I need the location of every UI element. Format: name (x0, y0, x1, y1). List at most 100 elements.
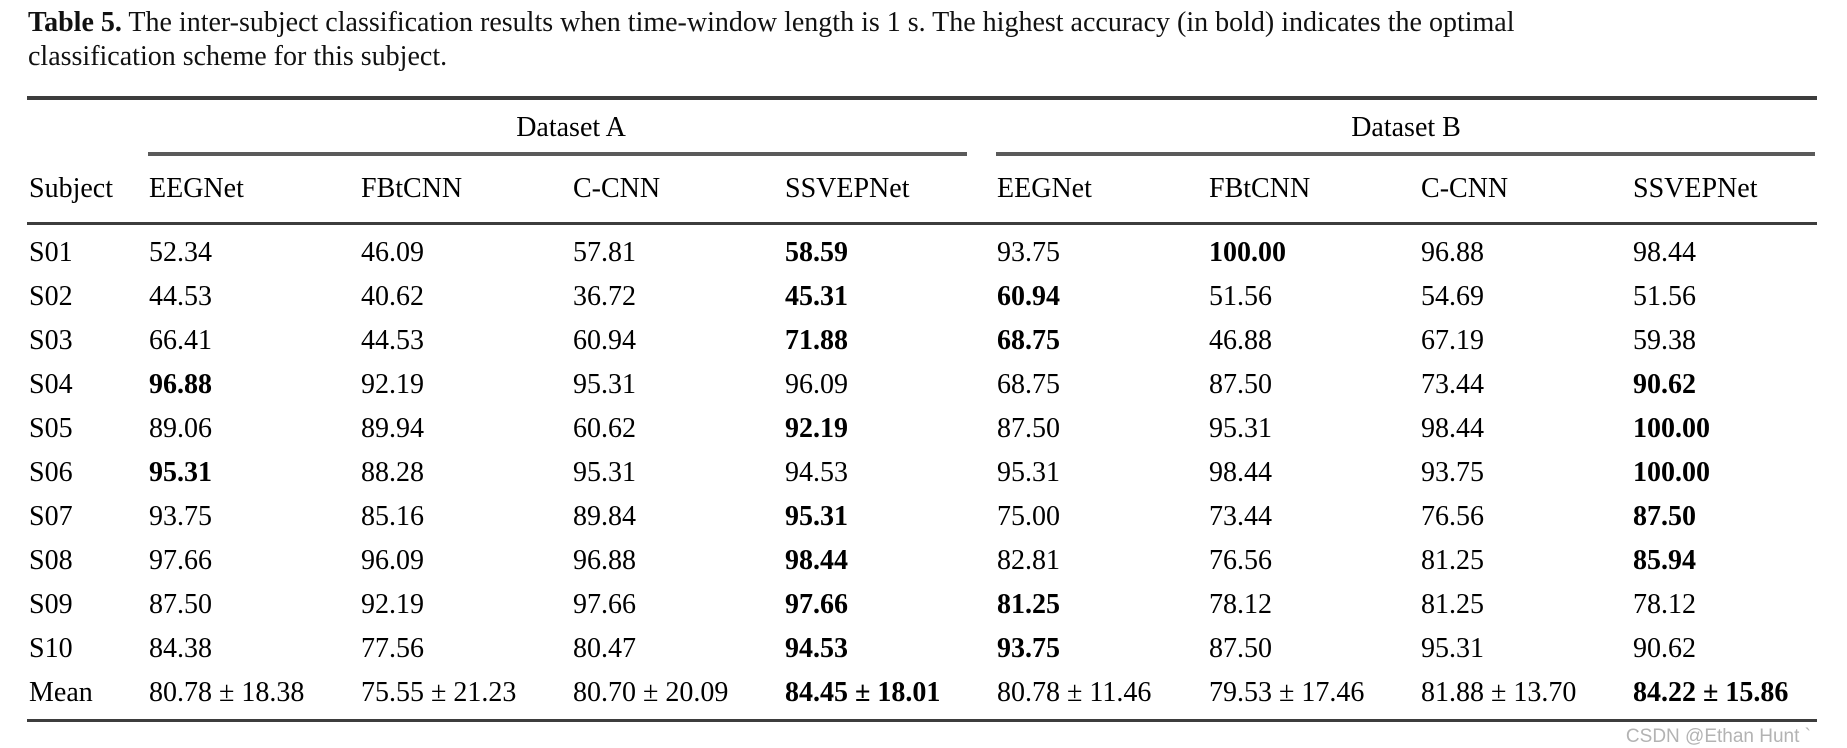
column-header-fbtcnn-a: FBtCNN (359, 156, 571, 225)
group-header-spacer (27, 98, 147, 156)
column-header-row: Subject EEGNet FBtCNN C-CNN SSVEPNet EEG… (27, 156, 1818, 225)
value-cell: 80.70 ± 20.09 (571, 671, 783, 722)
group-header-dataset-a: Dataset A (147, 98, 995, 156)
value-cell: 45.31 (785, 281, 848, 312)
value-cell: 36.72 (573, 281, 636, 312)
value-cell: 92.19 (361, 589, 424, 620)
value-cell: 46.88 (1209, 325, 1273, 356)
value-cell: 95.31 (149, 457, 212, 488)
value-cell: 68.75 (997, 325, 1061, 356)
table-row: S07 93.75 85.16 89.84 95.31 75.00 73.44 76.56 87… (27, 495, 1817, 539)
table-row: S03 66.41 44.53 60.94 71.88 68.75 46.88 67.19 59… (27, 319, 1817, 363)
table-row: S05 89.06 89.94 60.62 92.19 87.50 95.31 98.44 10… (27, 407, 1817, 451)
table-row: S10 84.38 77.56 80.47 94.53 93.75 87.50 95.31 90… (27, 627, 1817, 671)
value-cell: 80.78 ± 18.38 (147, 671, 359, 722)
value-cell: 60.94 (573, 325, 636, 356)
value-cell: 85.16 (361, 501, 424, 532)
table-caption: Table 5. The inter-subject classificatio… (28, 6, 1817, 74)
table-row: S01 52.34 46.09 57.81 58.59 93.75 100.00 96.88 9… (27, 224, 1817, 276)
group-header-row: Dataset A Dataset B (27, 98, 1817, 156)
table-row: S09 87.50 92.19 97.66 97.66 81.25 78.12 81.25 78… (27, 583, 1817, 627)
value-cell: 97.66 (149, 545, 212, 576)
value-cell: 95.31 (1209, 413, 1273, 444)
value-cell: 94.53 (785, 457, 848, 488)
value-cell: 79.53 ± 17.46 (1207, 671, 1420, 722)
value-cell: 80.47 (573, 633, 636, 664)
value-cell: 98.44 (1421, 413, 1485, 444)
value-cell: 93.75 (997, 633, 1061, 664)
value-cell: 95.31 (997, 457, 1061, 488)
column-header-subject: Subject (27, 156, 147, 225)
group-header-dataset-b: Dataset B (995, 98, 1817, 156)
table-row: S02 44.53 40.62 36.72 45.31 60.94 51.56 54.69 51… (27, 275, 1817, 319)
value-cell: 95.31 (785, 501, 848, 532)
value-cell: 81.25 (1421, 545, 1485, 576)
value-cell: 51.56 (1209, 281, 1273, 312)
value-cell: 81.25 (1421, 589, 1485, 620)
value-cell: 75.00 (997, 501, 1061, 532)
value-cell: 58.59 (785, 237, 848, 268)
table-row: S04 96.88 92.19 95.31 96.09 68.75 87.50 73.44 90… (27, 363, 1817, 407)
value-cell: 97.66 (785, 589, 848, 620)
column-header-ccnn-a: C-CNN (571, 156, 783, 225)
value-cell: 94.53 (785, 633, 848, 664)
value-cell: 68.75 (997, 369, 1061, 400)
value-cell: 76.56 (1421, 501, 1485, 532)
value-cell: 46.09 (361, 237, 424, 268)
value-cell: 84.38 (149, 633, 212, 664)
value-cell: 87.50 (997, 413, 1061, 444)
column-header-ssvepnet-a: SSVEPNet (783, 156, 996, 225)
value-cell: 51.56 (1633, 281, 1697, 312)
value-cell: 96.09 (361, 545, 424, 576)
column-header-eegnet-b: EEGNet (995, 156, 1208, 225)
value-cell: 54.69 (1421, 281, 1485, 312)
value-cell: 88.28 (361, 457, 424, 488)
value-cell: 80.78 ± 11.46 (995, 671, 1208, 722)
subject-cell: S07 (29, 501, 73, 532)
value-cell: 81.25 (997, 589, 1061, 620)
value-cell: 90.62 (1633, 633, 1697, 664)
value-cell: 95.31 (1421, 633, 1485, 664)
subject-cell: Mean (27, 671, 147, 722)
subject-cell: S10 (29, 633, 73, 664)
value-cell: 100.00 (1633, 457, 1711, 488)
subject-cell: S02 (29, 281, 73, 312)
table-body: S01 52.34 46.09 57.81 58.59 93.75 100.00 96.88 9… (27, 224, 1818, 722)
value-cell: 96.88 (1421, 237, 1485, 268)
value-cell: 82.81 (997, 545, 1061, 576)
subject-cell: S09 (29, 589, 73, 620)
value-cell: 96.88 (149, 369, 212, 400)
value-cell: 97.66 (573, 589, 636, 620)
value-cell: 98.44 (1633, 237, 1697, 268)
column-header-fbtcnn-b: FBtCNN (1207, 156, 1420, 225)
table-row: S08 97.66 96.09 96.88 98.44 82.81 76.56 81.25 85… (27, 539, 1817, 583)
subject-cell: S01 (29, 237, 73, 268)
value-cell: 44.53 (149, 281, 212, 312)
value-cell: 87.50 (1209, 369, 1273, 400)
subject-cell: S04 (29, 369, 73, 400)
value-cell: 89.06 (149, 413, 212, 444)
value-cell: 73.44 (1209, 501, 1273, 532)
value-cell: 67.19 (1421, 325, 1485, 356)
value-cell: 95.31 (573, 369, 636, 400)
value-cell: 71.88 (785, 325, 848, 356)
value-cell: 87.50 (149, 589, 212, 620)
value-cell: 89.84 (573, 501, 636, 532)
value-cell: 60.62 (573, 413, 636, 444)
value-cell: 96.88 (573, 545, 636, 576)
value-cell: 59.38 (1633, 325, 1697, 356)
value-cell: 98.44 (1209, 457, 1273, 488)
value-cell: 78.12 (1209, 589, 1273, 620)
table-caption-label: Table 5. (28, 7, 122, 38)
subject-cell: S06 (29, 457, 73, 488)
value-cell: 89.94 (361, 413, 424, 444)
value-cell: 77.56 (361, 633, 424, 664)
value-cell: 73.44 (1421, 369, 1485, 400)
value-cell: 93.75 (149, 501, 212, 532)
value-cell: 78.12 (1633, 589, 1697, 620)
value-cell: 60.94 (997, 281, 1061, 312)
column-header-eegnet-a: EEGNet (147, 156, 359, 225)
column-header-ccnn-b: C-CNN (1419, 156, 1632, 225)
value-cell: 84.22 ± 15.86 (1631, 671, 1818, 722)
value-cell: 87.50 (1633, 501, 1697, 532)
